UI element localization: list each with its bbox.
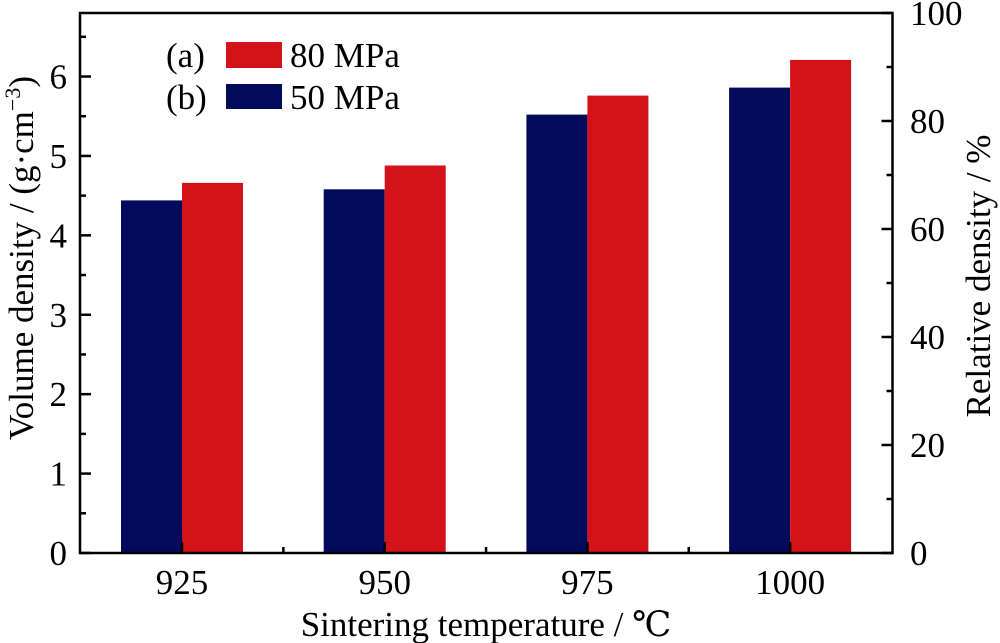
y-axis-label-close: ) xyxy=(2,76,41,88)
y-tick-label: 1 xyxy=(50,455,68,494)
x-tick-label: 950 xyxy=(358,563,411,602)
y2-tick-label: 80 xyxy=(910,102,945,141)
bar-50mpa-950 xyxy=(323,189,385,554)
left-axis: 0 1 2 3 4 5 6 xyxy=(50,35,91,573)
x-axis: 925 950 975 1000 xyxy=(156,542,825,602)
y-tick-label: 5 xyxy=(50,137,68,176)
legend-swatch-50mpa xyxy=(226,84,282,109)
x-tick-label: 1000 xyxy=(755,563,825,602)
y-tick-label: 0 xyxy=(50,534,68,573)
y2-axis-label: Relative density / % xyxy=(959,135,998,418)
y-tick-label: 4 xyxy=(50,216,68,255)
legend-label-50mpa: 50 MPa xyxy=(290,78,400,117)
x-axis-label: Sintering temperature / ℃ xyxy=(301,605,672,643)
legend-tag-b: (b) xyxy=(166,78,207,117)
y-tick-label: 2 xyxy=(50,375,68,414)
legend: (a) 80 MPa (b) 50 MPa xyxy=(166,36,400,117)
legend-tag-a: (a) xyxy=(166,36,205,75)
bar-50mpa-925 xyxy=(121,200,182,553)
y-tick-label: 6 xyxy=(50,58,68,97)
y2-tick-label: 20 xyxy=(910,426,945,465)
bars-group xyxy=(121,59,852,554)
y2-tick-label: 0 xyxy=(910,534,928,573)
y-axis-label-main: Volume density / (g·cm xyxy=(2,111,41,440)
bar-80mpa-925 xyxy=(182,182,243,553)
bar-80mpa-975 xyxy=(587,95,649,553)
y2-tick-label: 40 xyxy=(910,318,945,357)
y2-tick-label: 100 xyxy=(910,0,963,33)
bar-50mpa-1000 xyxy=(729,87,791,553)
x-tick-label: 975 xyxy=(561,563,614,602)
bar-80mpa-1000 xyxy=(790,59,852,554)
y-tick-label: 3 xyxy=(50,296,68,335)
bar-80mpa-950 xyxy=(384,165,446,553)
bar-50mpa-975 xyxy=(526,114,588,553)
y-axis-label: Volume density / (g·cm−3) xyxy=(0,76,41,440)
right-axis: 0 20 40 60 80 100 xyxy=(881,0,963,573)
y-axis-label-superscript: −3 xyxy=(0,88,25,111)
legend-swatch-80mpa xyxy=(226,42,282,68)
legend-label-80mpa: 80 MPa xyxy=(290,36,400,75)
x-tick-label: 925 xyxy=(156,563,209,602)
y2-tick-label: 60 xyxy=(910,210,945,249)
